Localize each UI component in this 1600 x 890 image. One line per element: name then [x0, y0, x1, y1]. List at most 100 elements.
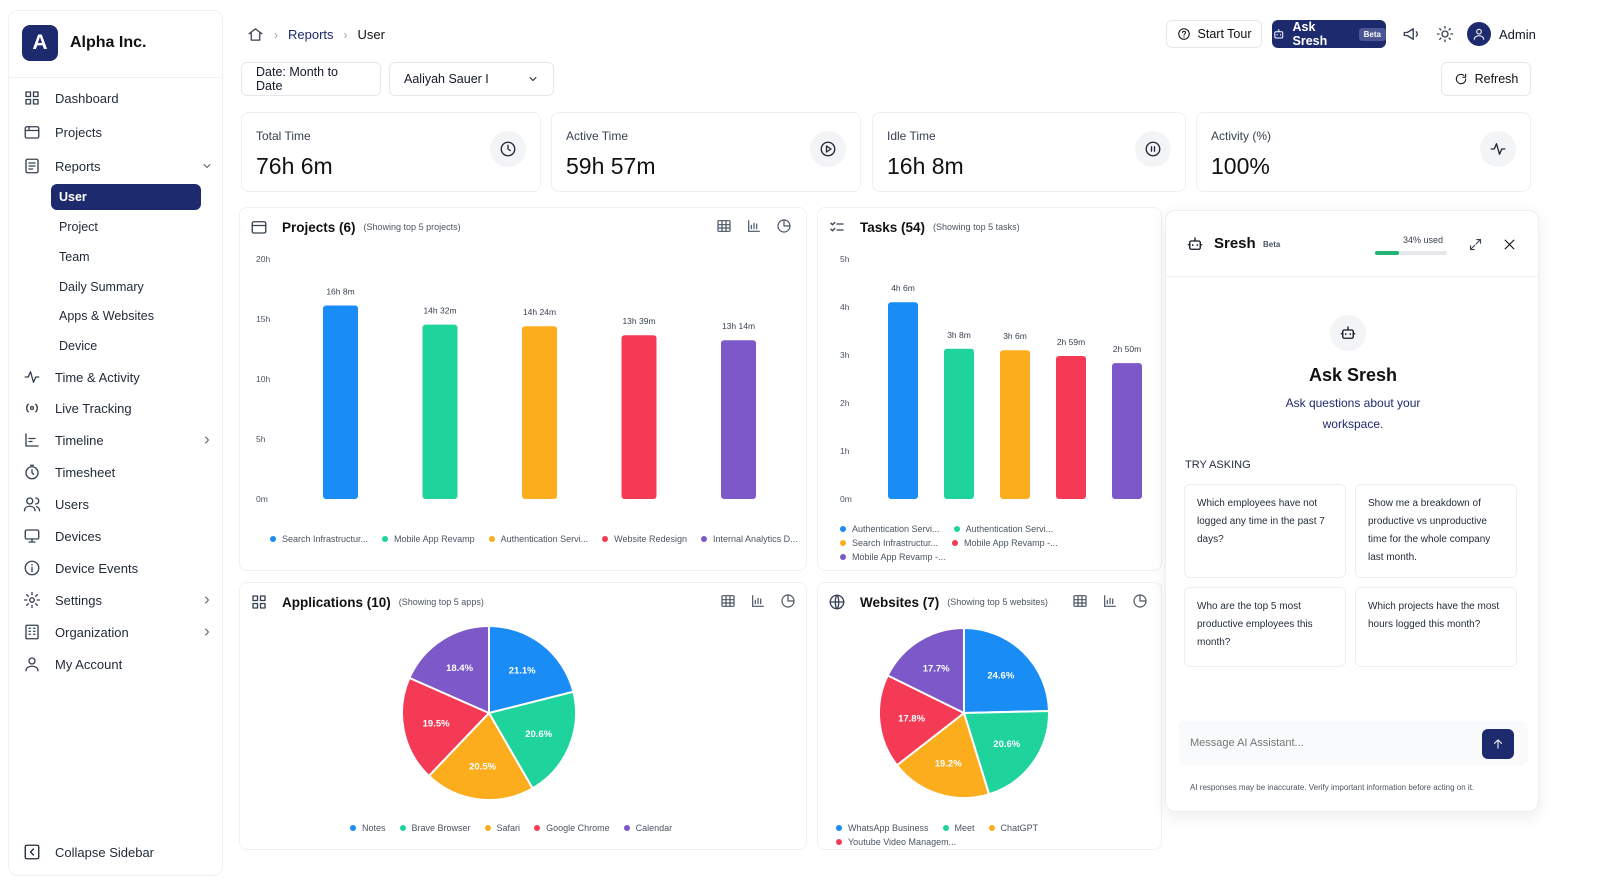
megaphone-icon[interactable] [1402, 25, 1420, 43]
user-icon [25, 657, 39, 672]
pie-slice-label: 17.7% [923, 663, 950, 674]
legend-item[interactable]: Youtube Video Managem... [836, 837, 956, 847]
pie-view-button[interactable] [1132, 593, 1148, 609]
suggestion-card[interactable]: Show me a breakdown of productive vs unp… [1355, 484, 1517, 578]
bar-data-label: 14h 24m [523, 307, 556, 317]
legend-item[interactable]: Mobile App Revamp [382, 534, 475, 544]
legend-label: Safari [496, 823, 521, 833]
chart-legend: Authentication Servi... Authentication Se… [840, 524, 1160, 562]
legend-item[interactable]: Search Infrastructur... [270, 534, 368, 544]
legend-item[interactable]: Website Redesign [602, 534, 687, 544]
stat-card-active-time: Active Time 59h 57m [551, 112, 861, 192]
pie-view-button[interactable] [776, 218, 792, 234]
legend-item[interactable]: Internal Analytics D... [701, 534, 798, 544]
robot-icon [1340, 326, 1356, 339]
pie-slice-label: 19.2% [935, 758, 962, 769]
activity-icon [24, 371, 40, 383]
sidebar-item-dashboard[interactable]: Dashboard [23, 86, 213, 110]
legend-item[interactable]: Search Infrastructur... [840, 538, 938, 548]
apps-icon [252, 595, 266, 609]
applications-panel: Applications (10) (Showing top 5 apps) 2… [239, 582, 807, 850]
legend-item[interactable]: Safari [484, 823, 521, 833]
usage-label: 34% used [1403, 235, 1444, 245]
stopwatch-icon [25, 464, 39, 480]
ask-sresh-button[interactable]: Ask Sresh Beta [1272, 20, 1386, 48]
bar-view-button[interactable] [750, 593, 766, 609]
chart-legend: Search Infrastructur... Mobile App Revamp… [270, 534, 800, 544]
legend-item[interactable]: Meet [942, 823, 975, 833]
table-view-button[interactable] [1072, 593, 1088, 609]
stat-value: 76h 6m [256, 153, 333, 179]
expand-icon[interactable] [1468, 237, 1483, 252]
sidebar-item-devices[interactable]: Devices [23, 524, 213, 548]
stat-label: Total Time [256, 129, 311, 143]
refresh-button[interactable]: Refresh [1441, 62, 1531, 96]
legend-item[interactable]: Mobile App Revamp -... [952, 538, 1058, 548]
sidebar-item-device-events[interactable]: Device Events [23, 556, 213, 580]
date-filter-label: Date: Month to Date [256, 65, 338, 93]
table-view-button[interactable] [720, 593, 736, 609]
projects-panel: Projects (6) (Showing top 5 projects) 0m… [239, 207, 807, 571]
breadcrumb: › Reports › User [247, 26, 385, 43]
message-input[interactable] [1178, 721, 1478, 765]
legend-label: Search Infrastructur... [852, 538, 939, 548]
sidebar-subitem-daily-summary[interactable]: Daily Summary [59, 280, 144, 294]
legend-item[interactable]: ChatGPT [988, 823, 1038, 833]
panel-title: Tasks (54) (Showing top 5 tasks) [828, 218, 1020, 236]
admin-menu[interactable]: Admin [1467, 22, 1536, 46]
suggestion-card[interactable]: Which projects have the most hours logge… [1355, 587, 1517, 667]
bar [1056, 355, 1086, 499]
sidebar-subitem-device[interactable]: Device [59, 339, 98, 353]
table-view-button[interactable] [716, 218, 732, 234]
date-filter[interactable]: Date: Month to Date [241, 62, 381, 96]
legend-item[interactable]: Mobile App Revamp -... [840, 552, 946, 562]
sidebar-subitem-team[interactable]: Team [59, 250, 90, 264]
report-icon [25, 158, 39, 174]
sun-icon[interactable] [1436, 25, 1454, 43]
sidebar-item-my-account[interactable]: My Account [23, 652, 213, 676]
sidebar-item-live-tracking[interactable]: Live Tracking [23, 396, 213, 420]
sidebar-subitem-user[interactable]: User [51, 184, 201, 210]
sidebar-item-organization[interactable]: Organization [23, 620, 213, 644]
sidebar-item-settings[interactable]: Settings [23, 588, 213, 612]
legend-label: Website Redesign [614, 534, 688, 544]
suggestion-card[interactable]: Who are the top 5 most productive employ… [1184, 587, 1346, 667]
sidebar-subitem-apps-websites[interactable]: Apps & Websites [59, 309, 154, 323]
legend-item[interactable]: Google Chrome [534, 823, 610, 833]
y-tick-label: 5h [840, 254, 850, 264]
message-input-wrap [1178, 721, 1528, 765]
legend-item[interactable]: Authentication Servi... [953, 524, 1053, 534]
start-tour-button[interactable]: Start Tour [1166, 20, 1262, 48]
legend-item[interactable]: Authentication Servi... [840, 524, 940, 534]
gear-icon [23, 591, 41, 609]
breadcrumb-reports[interactable]: Reports [288, 27, 334, 42]
chevron-right-icon [205, 628, 209, 636]
sidebar-item-users[interactable]: Users [23, 492, 213, 516]
bar-view-button[interactable] [746, 218, 762, 234]
suggestion-card[interactable]: Which employees have not logged any time… [1184, 484, 1346, 578]
sidebar-subitem-project[interactable]: Project [59, 220, 98, 234]
y-tick-label: 20h [256, 254, 270, 264]
sidebar-item-timesheet[interactable]: Timesheet [23, 460, 213, 484]
sidebar-item-timeline[interactable]: Timeline [23, 428, 213, 452]
legend-item[interactable]: Brave Browser [399, 823, 471, 833]
panel-title-text: Applications (10) [282, 594, 391, 610]
y-tick-label: 4h [840, 302, 850, 312]
legend-item[interactable]: WhatsApp Business [836, 823, 929, 833]
sidebar-item-reports[interactable]: Reports [23, 154, 213, 178]
home-icon[interactable] [247, 26, 264, 43]
legend-item[interactable]: Authentication Servi... [488, 534, 588, 544]
collapse-sidebar-button[interactable]: Collapse Sidebar [23, 843, 154, 861]
sidebar-item-projects[interactable]: Projects [23, 120, 213, 144]
brand[interactable]: A Alpha Inc. [22, 25, 146, 61]
close-icon[interactable] [1502, 237, 1517, 252]
send-button[interactable] [1482, 729, 1514, 759]
bar [522, 326, 557, 499]
legend-item[interactable]: Notes [350, 823, 386, 833]
bar-view-button[interactable] [1102, 593, 1118, 609]
try-asking-label: TRY ASKING [1185, 459, 1251, 471]
user-select[interactable]: Aaliyah Sauer I [389, 62, 554, 96]
sidebar-item-time-activity[interactable]: Time & Activity [23, 365, 213, 389]
legend-item[interactable]: Calendar [623, 823, 672, 833]
pie-view-button[interactable] [780, 593, 796, 609]
